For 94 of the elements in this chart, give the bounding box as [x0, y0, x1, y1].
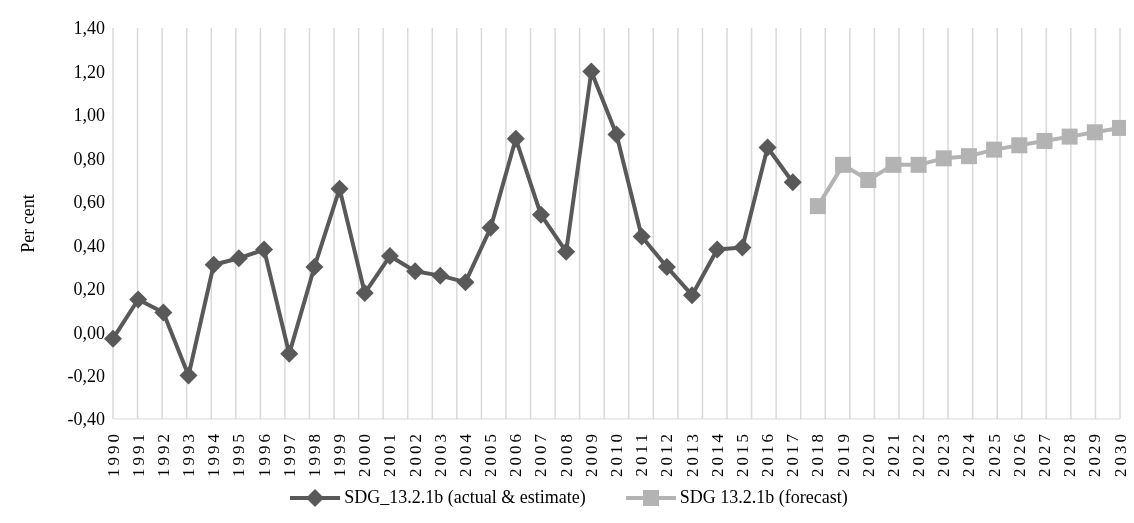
x-tick-label: 1999 — [330, 431, 350, 477]
x-tick-label: 1990 — [103, 431, 123, 477]
point — [1086, 124, 1103, 141]
x-tick-label: 1991 — [128, 431, 148, 477]
x-tick-label: 2002 — [405, 431, 425, 477]
point — [481, 218, 500, 237]
legend-label: SDG 13.2.1b (forecast) — [679, 487, 848, 508]
x-tick-label: 2019 — [833, 431, 853, 477]
point — [657, 257, 676, 276]
point — [885, 156, 902, 173]
x-tick-label: 1994 — [204, 431, 224, 477]
x-tick-label: 2009 — [581, 431, 601, 477]
point — [406, 262, 425, 281]
x-tick-label: 2004 — [455, 431, 475, 477]
x-tick-label: 2020 — [858, 431, 878, 477]
x-tick-label: 2021 — [883, 431, 903, 477]
x-tick-label: 2007 — [531, 431, 551, 477]
point — [935, 150, 952, 167]
point — [1061, 128, 1078, 145]
point — [229, 249, 248, 268]
x-tick-label: 2030 — [1110, 431, 1130, 477]
point — [910, 156, 927, 173]
y-tick-label: 0,40 — [73, 235, 105, 256]
point — [632, 227, 651, 246]
x-tick-label: 2000 — [355, 431, 375, 477]
point — [104, 329, 122, 348]
x-tick-label: 2015 — [732, 431, 752, 477]
point — [758, 138, 777, 157]
x-tick-label: 2016 — [758, 431, 778, 477]
y-tick-label: 1,20 — [73, 61, 105, 82]
point — [506, 129, 525, 148]
y-tick-label: 0,00 — [73, 322, 105, 343]
x-tick-label: 2017 — [783, 431, 803, 477]
x-tick-label: 2014 — [707, 431, 727, 477]
x-tick-label: 2026 — [1009, 431, 1029, 477]
y-tick-label: 1,40 — [73, 18, 105, 39]
y-tick-label: 0,60 — [73, 192, 105, 213]
y-axis-title: Per cent — [18, 194, 39, 253]
x-tick-label: 2010 — [607, 431, 626, 477]
point — [809, 198, 826, 215]
point — [305, 257, 324, 276]
point — [582, 62, 601, 81]
point — [557, 242, 576, 261]
point — [783, 173, 802, 192]
x-tick-label: 2006 — [506, 431, 526, 477]
x-tick-label: 1998 — [304, 431, 324, 477]
x-tick-label: 2028 — [1060, 431, 1080, 477]
x-tick-label: 2012 — [657, 431, 677, 477]
x-tick-label: 2024 — [959, 431, 979, 477]
point — [355, 284, 374, 303]
point — [683, 286, 702, 305]
point — [960, 148, 977, 165]
x-tick-label: 2029 — [1085, 431, 1105, 477]
x-tick-label: 1993 — [179, 431, 199, 477]
x-tick-label: 2008 — [556, 431, 576, 477]
y-tick-label: 0,80 — [73, 148, 105, 169]
point — [531, 205, 550, 224]
x-tick-label: 1996 — [254, 431, 274, 477]
point — [1011, 137, 1028, 154]
point — [1036, 132, 1053, 149]
point — [835, 156, 852, 173]
point — [986, 141, 1003, 158]
y-tick-label: 1,00 — [73, 105, 105, 126]
point — [330, 179, 349, 198]
point — [733, 238, 752, 257]
point — [431, 266, 450, 285]
x-tick-label: 2025 — [984, 431, 1004, 477]
point — [204, 255, 223, 274]
point — [708, 240, 727, 259]
x-tick-label: 2011 — [632, 431, 652, 477]
point — [280, 344, 299, 363]
point — [179, 366, 198, 385]
point — [380, 247, 399, 266]
x-tick-label: 1992 — [153, 431, 173, 477]
x-tick-label: 2022 — [909, 431, 929, 477]
point — [456, 273, 475, 292]
x-tick-label: 1995 — [229, 431, 249, 477]
y-tick-label: 0,20 — [73, 279, 105, 300]
x-tick-label: 2027 — [1034, 431, 1054, 477]
x-tick-label: 1997 — [279, 431, 299, 477]
point — [607, 125, 626, 144]
x-tick-label: 2003 — [430, 431, 450, 477]
x-tick-label: 2018 — [808, 431, 828, 477]
x-tick-label: 2023 — [934, 431, 954, 477]
x-tick-label: 2013 — [682, 431, 702, 477]
y-tick-label: -0,20 — [67, 365, 105, 386]
point — [860, 172, 877, 189]
point — [255, 240, 274, 259]
x-tick-label: 2001 — [380, 431, 400, 477]
legend-label: SDG_13.2.1b (actual & estimate) — [344, 487, 586, 508]
point — [154, 303, 173, 322]
x-tick-label: 2005 — [481, 431, 501, 477]
point — [129, 290, 148, 309]
y-tick-label: -0,40 — [67, 409, 105, 430]
